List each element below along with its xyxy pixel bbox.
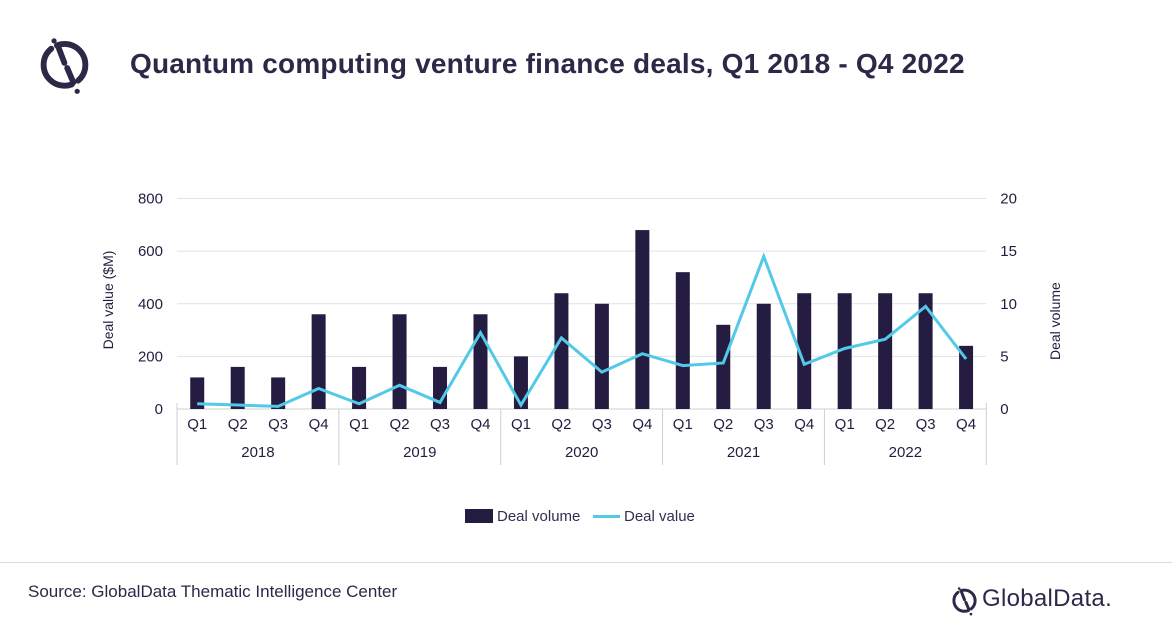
svg-text:Q1: Q1: [187, 416, 207, 433]
svg-text:2018: 2018: [241, 444, 274, 461]
svg-text:0: 0: [1000, 401, 1008, 418]
svg-text:Q4: Q4: [309, 416, 329, 433]
svg-text:Q1: Q1: [673, 416, 693, 433]
svg-text:Q4: Q4: [956, 416, 976, 433]
svg-text:Q2: Q2: [551, 416, 571, 433]
svg-text:Q3: Q3: [754, 416, 774, 433]
svg-text:Q3: Q3: [592, 416, 612, 433]
svg-text:Q4: Q4: [632, 416, 652, 433]
svg-text:15: 15: [1000, 243, 1017, 260]
svg-text:0: 0: [155, 401, 163, 418]
svg-text:Q3: Q3: [430, 416, 450, 433]
svg-text:2020: 2020: [565, 444, 598, 461]
svg-text:2019: 2019: [403, 444, 436, 461]
svg-text:Q2: Q2: [390, 416, 410, 433]
svg-text:Q2: Q2: [875, 416, 895, 433]
svg-text:400: 400: [138, 296, 163, 313]
svg-text:Q2: Q2: [713, 416, 733, 433]
svg-text:Q1: Q1: [511, 416, 531, 433]
svg-text:20: 20: [1000, 191, 1017, 208]
svg-text:2022: 2022: [889, 444, 922, 461]
svg-text:Q1: Q1: [349, 416, 369, 433]
svg-text:Q1: Q1: [835, 416, 855, 433]
svg-text:800: 800: [138, 191, 163, 208]
svg-text:Q4: Q4: [470, 416, 490, 433]
svg-text:Q3: Q3: [268, 416, 288, 433]
svg-text:200: 200: [138, 348, 163, 365]
svg-text:10: 10: [1000, 296, 1017, 313]
svg-text:2021: 2021: [727, 444, 760, 461]
svg-text:5: 5: [1000, 348, 1008, 365]
svg-text:Q3: Q3: [916, 416, 936, 433]
svg-text:Q4: Q4: [794, 416, 814, 433]
svg-text:Q2: Q2: [228, 416, 248, 433]
svg-text:600: 600: [138, 243, 163, 260]
